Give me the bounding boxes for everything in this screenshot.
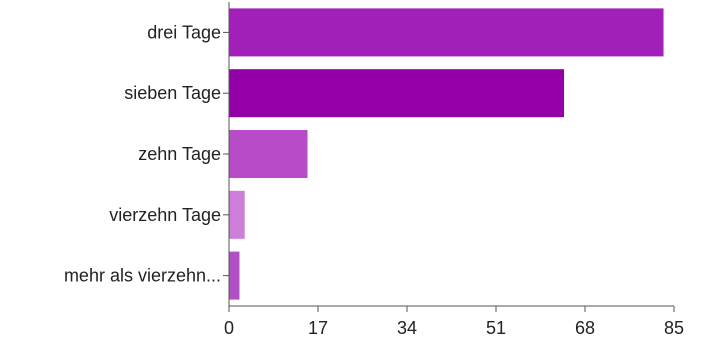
x-tick-label-1: 17 bbox=[308, 318, 328, 338]
category-label-3: vierzehn Tage bbox=[109, 205, 221, 225]
x-tick-label-3: 51 bbox=[486, 318, 506, 338]
category-label-2: zehn Tage bbox=[138, 144, 221, 164]
bar-4 bbox=[229, 251, 240, 300]
x-tick-label-2: 34 bbox=[397, 318, 417, 338]
category-labels: drei Tage sieben Tage zehn Tage vierzehn Ta… bbox=[64, 22, 221, 285]
x-tick-labels: 0 17 34 51 68 85 bbox=[224, 318, 684, 338]
x-tick-label-4: 68 bbox=[575, 318, 595, 338]
category-label-0: drei Tage bbox=[147, 22, 221, 42]
bar-3 bbox=[229, 190, 245, 239]
bars-group bbox=[229, 8, 664, 300]
category-label-4: mehr als vierzehn... bbox=[64, 266, 221, 286]
axes-group bbox=[223, 2, 675, 312]
x-tick-label-0: 0 bbox=[224, 318, 234, 338]
x-tick-label-5: 85 bbox=[664, 318, 684, 338]
category-label-1: sieben Tage bbox=[124, 83, 221, 103]
bar-1 bbox=[229, 69, 565, 118]
bar-2 bbox=[229, 130, 308, 178]
bar-0 bbox=[229, 8, 664, 57]
